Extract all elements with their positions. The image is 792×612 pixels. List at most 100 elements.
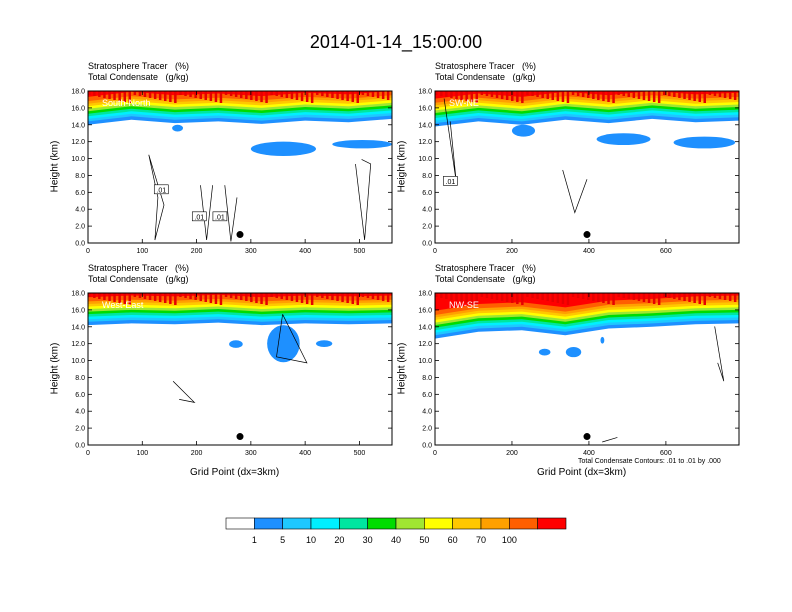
tracer-streak [733, 293, 737, 302]
tracer-streak [541, 91, 544, 98]
tracer-streak [511, 91, 514, 101]
tracer-streak [435, 91, 438, 95]
colorbar-segment [254, 517, 283, 530]
condensate-contour [224, 185, 238, 242]
tracer-streak [285, 293, 289, 300]
x-tick-label: 400 [583, 450, 595, 457]
tracer-streak [366, 91, 370, 96]
tracer-streak [455, 91, 458, 99]
tracer-streak [260, 293, 263, 304]
tracer-streak [108, 91, 111, 99]
tracer-streak [536, 293, 539, 299]
tracer-streak [612, 91, 615, 103]
tracer-streak [371, 293, 375, 299]
tracer-streak [500, 293, 504, 301]
colorbar-segment [424, 517, 453, 530]
tracer-streak [485, 91, 489, 96]
colorbar-segment [339, 517, 368, 530]
tracer-streak [199, 91, 202, 99]
colorbar-label: 30 [362, 535, 373, 545]
x-tick-label: 0 [433, 248, 437, 255]
tracer-streak [622, 91, 625, 96]
tracer-streak [602, 293, 605, 303]
tracer-streak [103, 293, 106, 300]
tracer-streak [581, 91, 585, 97]
tracer-streak [526, 293, 529, 297]
tracer-streak [265, 91, 268, 103]
tracer-streak [632, 91, 636, 98]
tracer-streak [88, 293, 91, 297]
tracer-streak [440, 91, 443, 96]
tracer-streak [174, 91, 177, 103]
condensate-contour [200, 185, 213, 241]
tracer-streak [526, 91, 529, 95]
tracer-streak [576, 91, 580, 96]
tracer-streak [158, 293, 162, 302]
tracer-streak [637, 293, 641, 301]
tracer-streak [536, 91, 539, 97]
y-tick-label: 18.0 [418, 89, 432, 96]
tracer-streak [280, 91, 283, 97]
tracer-streak [361, 293, 365, 297]
tracer-streak [88, 91, 91, 95]
tracer-patch [673, 136, 736, 149]
condensate-contour [172, 380, 196, 403]
tracer-streak [346, 293, 349, 303]
tracer-streak [194, 91, 197, 98]
tracer-streak [209, 293, 213, 303]
tracer-streak [683, 91, 686, 99]
y-tick-label: 4.0 [75, 207, 85, 214]
tracer-streak [204, 91, 207, 100]
tracer-streak [331, 91, 334, 98]
tracer-streak [138, 293, 142, 298]
tracer-streak [581, 293, 585, 299]
region-label: SW-NE [449, 98, 479, 108]
tracer-streak [708, 91, 712, 95]
y-tick-label: 0.0 [422, 443, 432, 450]
tracer-streak [708, 293, 712, 297]
colorbar-segment [225, 517, 255, 530]
tracer-streak [250, 91, 253, 100]
colorbar-segment [509, 517, 538, 530]
tracer-streak [546, 91, 549, 99]
x-axis-label: Grid Point (dx=3km) [190, 467, 280, 478]
tracer-streak [718, 91, 722, 97]
tracer-streak [617, 293, 620, 297]
tracer-streak [597, 293, 600, 302]
colorbar-segment [395, 517, 425, 530]
tracer-streak [495, 91, 499, 98]
y-tick-label: 2.0 [422, 224, 432, 231]
y-tick-label: 12.0 [71, 341, 85, 348]
tracer-streak [521, 293, 524, 305]
tracer-streak [587, 91, 590, 98]
tracer-streak [718, 293, 722, 299]
colorbar-segment [310, 517, 340, 530]
colorbar-segment [282, 517, 312, 530]
contour-footnote: Total Condensate Contours: .01 to .01 by… [578, 458, 721, 465]
tracer-streak [128, 293, 131, 305]
tracer-streak [138, 91, 142, 96]
y-axis-label: Height (km) [49, 342, 61, 395]
tracer-streak [688, 293, 691, 302]
x-tick-label: 0 [433, 450, 437, 457]
tracer-streak [93, 293, 96, 298]
tracer-streak [356, 91, 359, 103]
plot-frame [434, 292, 740, 446]
tracer-patch [250, 141, 316, 157]
tracer-streak [657, 293, 661, 305]
tracer-streak [295, 293, 299, 302]
condensate-contour [276, 314, 308, 364]
tracer-streak [113, 293, 116, 302]
tracer-patch [511, 124, 536, 137]
tracer-streak [128, 91, 131, 103]
tracer-streak [98, 293, 101, 299]
tracer-streak [663, 91, 666, 95]
y-tick-label: 14.0 [71, 324, 85, 331]
tracer-streak [511, 293, 514, 303]
y-tick-label: 16.0 [71, 105, 85, 112]
tracer-patch [565, 347, 582, 358]
tracer-streak [133, 91, 137, 95]
x-tick-label: 200 [506, 450, 518, 457]
tracer-streak [551, 293, 554, 302]
